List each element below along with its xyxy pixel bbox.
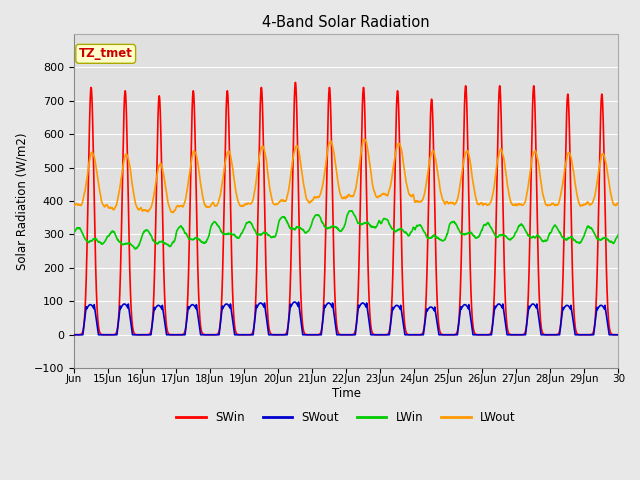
X-axis label: Time: Time [332, 387, 360, 400]
Y-axis label: Solar Radiation (W/m2): Solar Radiation (W/m2) [15, 132, 28, 270]
Text: TZ_tmet: TZ_tmet [79, 48, 132, 60]
Title: 4-Band Solar Radiation: 4-Band Solar Radiation [262, 15, 430, 30]
Legend: SWin, SWout, LWin, LWout: SWin, SWout, LWin, LWout [172, 407, 520, 429]
